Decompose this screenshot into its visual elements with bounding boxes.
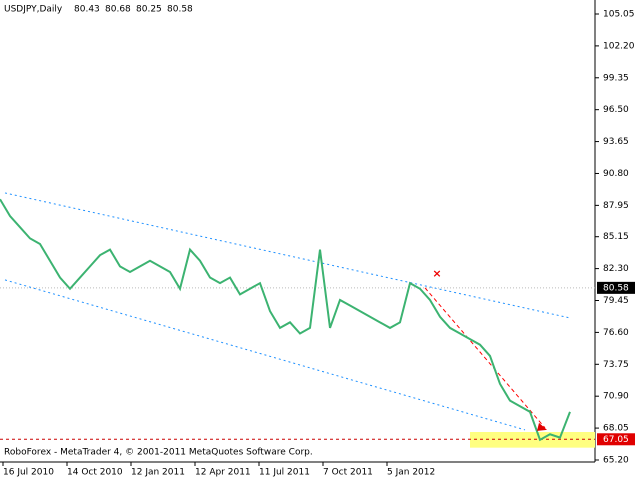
ohlc-value: 80.68 (105, 5, 131, 15)
footer: RoboForex - MetaTrader 4, © 2001-2011 Me… (4, 448, 313, 458)
x-tick-label: 16 Jul 2010 (3, 468, 54, 478)
trend-line (4, 279, 526, 431)
level-box (597, 433, 635, 446)
y-tick-label: 90.80 (603, 169, 629, 179)
y-tick-label: 70.90 (603, 392, 629, 402)
trend-line (4, 192, 571, 319)
chart-title: USDJPY,Daily (4, 5, 63, 15)
y-tick-label: 76.60 (603, 328, 629, 338)
x-tick-label: 11 Jul 2011 (259, 468, 310, 478)
y-tick-label: 96.50 (603, 105, 629, 115)
y-tick-label: 93.65 (603, 137, 629, 147)
cross-marker: × (432, 267, 441, 280)
forecast-arrow (537, 422, 547, 431)
x-tick-label: 5 Jan 2012 (387, 468, 435, 478)
y-tick-label: 85.15 (603, 232, 629, 242)
x-tick-label: 12 Apr 2011 (195, 468, 251, 478)
x-tick-label: 14 Oct 2010 (67, 468, 123, 478)
y-tick-label: 105.05 (603, 9, 635, 19)
y-tick-label: 73.75 (603, 360, 629, 370)
ohlc-value: 80.58 (167, 5, 193, 15)
y-tick-label: 99.35 (603, 73, 629, 83)
level-label: 67.05 (603, 435, 629, 445)
trend-line (424, 287, 546, 429)
y-tick-label: 79.45 (603, 296, 629, 306)
ohlc-value: 80.43 (74, 5, 100, 15)
ohlc-value: 80.25 (136, 5, 162, 15)
target-zone (470, 432, 595, 448)
y-tick-label: 87.95 (603, 201, 629, 211)
y-tick-label: 82.30 (603, 264, 629, 274)
last-price-box (597, 281, 635, 294)
x-tick-label: 7 Oct 2011 (323, 468, 373, 478)
x-tick-label: 12 Jan 2011 (131, 468, 185, 478)
y-tick-label: 102.20 (603, 41, 635, 51)
y-tick-label: 65.20 (603, 455, 629, 465)
y-tick-label: 68.05 (603, 424, 629, 434)
last-price-label: 80.58 (603, 283, 629, 293)
price-line (0, 198, 571, 442)
